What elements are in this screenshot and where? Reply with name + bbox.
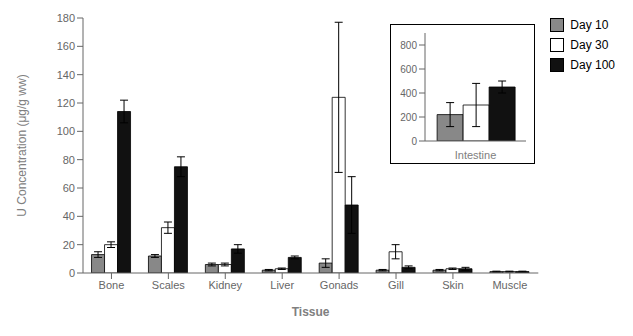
svg-text:Kidney: Kidney [208, 279, 242, 291]
svg-text:Muscle: Muscle [492, 279, 527, 291]
svg-text:Gonads: Gonads [320, 279, 359, 291]
svg-text:Intestine: Intestine [455, 149, 497, 161]
html-text:Day 30: Day 30 [570, 38, 609, 52]
svg-text:140: 140 [57, 69, 75, 81]
svg-text:600: 600 [400, 64, 417, 75]
svg-text:800: 800 [400, 40, 417, 51]
html-text:Day 10: Day 10 [570, 18, 609, 32]
svg-text:Skin: Skin [442, 279, 463, 291]
svg-text:Scales: Scales [152, 279, 186, 291]
svg-text:160: 160 [57, 40, 75, 52]
svg-text:120: 120 [57, 97, 75, 109]
svg-text:200: 200 [400, 112, 417, 123]
svg-text:100: 100 [57, 125, 75, 137]
svg-text:0: 0 [69, 267, 75, 279]
svg-text:Bone: Bone [99, 279, 125, 291]
svg-text:180: 180 [57, 12, 75, 24]
svg-text:0: 0 [411, 136, 417, 147]
svg-text:400: 400 [400, 88, 417, 99]
svg-text:20: 20 [63, 239, 75, 251]
svg-text:60: 60 [63, 182, 75, 194]
svg-text:Liver: Liver [270, 279, 294, 291]
svg-text:Tissue: Tissue [292, 305, 330, 319]
svg-text:U Concentration (μg/g ww): U Concentration (μg/g ww) [15, 74, 29, 216]
svg-text:80: 80 [63, 154, 75, 166]
svg-text:40: 40 [63, 210, 75, 222]
html-text:Day 100: Day 100 [570, 58, 615, 72]
svg-text:Gill: Gill [388, 279, 404, 291]
